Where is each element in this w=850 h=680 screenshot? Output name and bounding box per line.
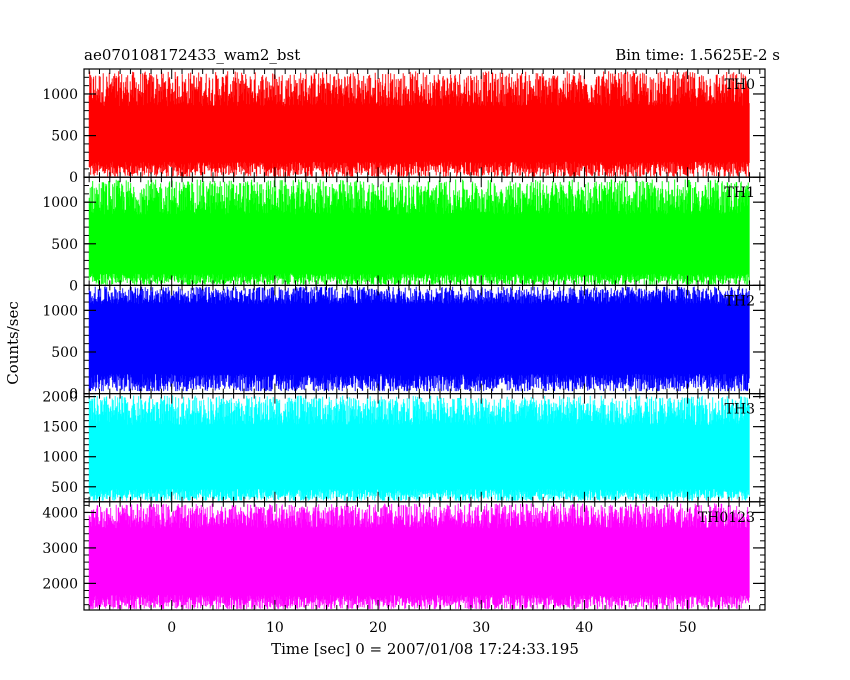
trace-th0123 [88, 503, 750, 609]
y-axis-title: Counts/sec [4, 301, 22, 385]
y-tick-label-th1: 1000 [42, 195, 78, 211]
y-tick-label-th0123: 2000 [42, 576, 78, 592]
panel-label-th2: TH2 [725, 293, 755, 309]
frames-layer: TH0 TH1 TH2 TH3 TH0123 [83, 68, 766, 611]
ticks-layer: 0500100005001000050010005001000150020002… [42, 68, 765, 636]
x-tick-label: 0 [167, 620, 176, 636]
panel-frame-th0123 [83, 501, 766, 611]
panel-label-th0123: TH0123 [698, 510, 755, 526]
x-tick-label: 20 [369, 620, 387, 636]
y-tick-label-th0123: 4000 [42, 505, 78, 521]
trace-th3 [88, 395, 750, 501]
y-tick-label-th3: 1000 [42, 450, 78, 466]
chart-title-right: Bin time: 1.5625E-2 s [615, 46, 780, 64]
panel-label-th3: TH3 [725, 402, 755, 418]
trace-th0 [88, 71, 750, 177]
y-tick-label-th0: 500 [51, 129, 78, 145]
trace-th2 [88, 286, 750, 392]
traces-layer [88, 71, 750, 609]
y-tick-label-th0: 1000 [42, 87, 78, 103]
chart-title-left: ae070108172433_wam2_bst [84, 46, 300, 64]
y-tick-label-th1: 500 [51, 237, 78, 253]
y-tick-label-th3: 1500 [42, 420, 78, 436]
y-tick-label-th3: 500 [51, 480, 78, 496]
panel-label-th0: TH0 [725, 77, 755, 93]
y-tick-label-th1: 0 [69, 278, 78, 294]
trace-th1 [88, 179, 750, 285]
x-tick-label: 50 [679, 620, 697, 636]
y-tick-label-th2: 500 [51, 345, 78, 361]
panel-label-th1: TH1 [725, 185, 755, 201]
y-tick-label-th0: 0 [69, 170, 78, 186]
y-tick-label-th2: 1000 [42, 303, 78, 319]
x-tick-label: 10 [266, 620, 284, 636]
x-tick-label: 40 [576, 620, 594, 636]
x-axis-title: Time [sec] 0 = 2007/01/08 17:24:33.195 [271, 640, 579, 658]
x-tick-label: 30 [472, 620, 490, 636]
y-tick-label-th0123: 3000 [42, 541, 78, 557]
y-tick-label-th3: 2000 [42, 390, 78, 406]
y-tick-label-th2: 0 [69, 387, 78, 403]
